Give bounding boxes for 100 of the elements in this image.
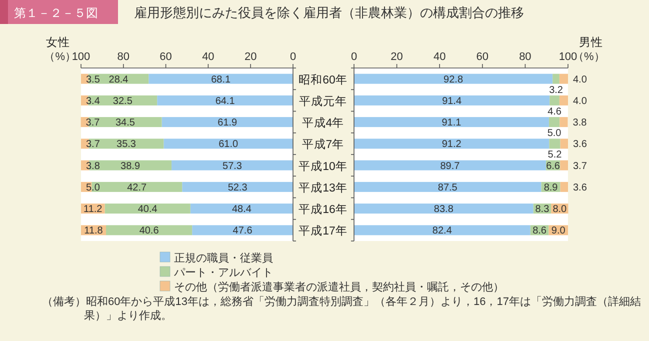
text: 雇用形態別にみた役員を除く雇用者（非農林業）の構成割合の推移 [134, 5, 524, 20]
data-label: 87.5 [438, 182, 458, 194]
bar [560, 138, 568, 149]
x-tick-label: 20 [390, 51, 403, 63]
data-label: 32.5 [112, 96, 133, 107]
x-tick-label: 0 [290, 51, 296, 63]
data-label: 5.2 [548, 150, 562, 161]
data-label: 89.7 [440, 160, 460, 172]
bar [164, 138, 293, 149]
bar [104, 204, 190, 214]
y-tick-label: 平成7年 [302, 138, 344, 152]
data-label: 3.4 [86, 96, 100, 107]
x-tick-label: 80 [117, 51, 130, 63]
bar [550, 95, 560, 106]
data-label: 4.0 [573, 96, 588, 107]
y-axis-title: 女性 [46, 36, 70, 49]
bar [354, 117, 549, 128]
y-tick-label: 平成4年 [302, 116, 344, 130]
data-label: 8.0 [552, 204, 568, 216]
y-tick-label: 昭和60年 [298, 73, 348, 86]
bar [182, 182, 293, 192]
bar [354, 225, 530, 236]
data-label: 61.0 [218, 139, 239, 150]
y-axis-title: 男性 [579, 36, 603, 49]
data-label: 3.5 [86, 74, 100, 86]
data-label: 57.3 [222, 160, 242, 172]
bar [548, 117, 560, 128]
x-tick-label: 20 [244, 51, 257, 63]
data-label: 5.0 [86, 182, 100, 194]
data-label: 3.8 [572, 118, 588, 129]
data-label: 11.2 [84, 204, 103, 216]
bar [354, 74, 553, 84]
y-tick-label: 平成10年 [298, 160, 348, 173]
bar [157, 95, 293, 106]
y-tick-label: 平成16年 [298, 203, 348, 216]
bar [172, 160, 293, 170]
bar [354, 204, 534, 214]
bar [148, 74, 293, 84]
x-tick-label: 0 [350, 51, 358, 63]
bar [560, 160, 568, 170]
data-label: 68.1 [211, 74, 231, 86]
data-label: 91.2 [442, 139, 462, 150]
data-label: 47.6 [232, 226, 253, 237]
bar [549, 138, 560, 149]
data-label: 83.8 [434, 204, 454, 216]
data-label: 4.0 [573, 74, 588, 86]
data-label: 6.6 [546, 160, 560, 172]
bar [81, 74, 88, 84]
data-label: 52.3 [228, 182, 248, 194]
bar [162, 117, 293, 128]
data-label: 4.6 [548, 106, 562, 118]
legend-label: その他（労働者派遣事業者の派遣社員，契約社員・嘱託，その他） [174, 280, 504, 294]
data-label: 8.9 [544, 182, 558, 194]
bar [560, 117, 568, 128]
x-tick-label: 60 [160, 51, 172, 63]
data-label: 82.4 [432, 226, 452, 237]
bar [559, 74, 568, 84]
data-label: 3.7 [86, 139, 100, 150]
bar [354, 160, 546, 170]
bar [354, 95, 550, 106]
data-label: 8.3 [535, 204, 550, 216]
x-tick-label: 100 [558, 51, 578, 63]
data-label: 64.1 [215, 96, 236, 107]
bar [560, 182, 568, 192]
legend-label: パート・アルバイト [173, 267, 273, 279]
data-label: 5.0 [547, 128, 562, 140]
bar [190, 204, 293, 214]
text: 第１－２－５図 [14, 6, 98, 20]
x-tick-label: 60 [476, 51, 489, 63]
x-tick-label: 40 [202, 51, 214, 63]
data-label: 8.6 [532, 226, 547, 237]
bar [106, 225, 192, 236]
y-tick-label: 平成13年 [298, 181, 348, 194]
bar [559, 95, 568, 106]
data-label: 40.4 [138, 204, 158, 216]
data-label: 3.6 [573, 139, 588, 150]
y-tick-label: 平成17年 [298, 224, 348, 238]
data-label: 34.5 [115, 118, 136, 129]
data-label: 3.6 [573, 182, 588, 194]
bar [552, 74, 560, 84]
x-tick-label: 40 [433, 51, 446, 63]
data-label: 3.7 [573, 160, 588, 172]
legend-label: 正規の職員・従業員 [174, 252, 273, 264]
data-label: 3.7 [86, 118, 100, 129]
data-label: 11.8 [84, 226, 104, 237]
data-label: 38.9 [120, 160, 140, 172]
bar [192, 225, 293, 236]
data-label: 3.2 [549, 84, 564, 96]
data-label: 28.4 [108, 74, 129, 86]
data-label: 91.4 [442, 96, 462, 107]
y-tick-label: 平成元年 [299, 94, 347, 108]
data-label: 91.1 [442, 118, 462, 129]
data-label: 48.4 [232, 204, 252, 216]
bar [354, 182, 542, 192]
data-label: 42.7 [127, 182, 148, 194]
data-label: 92.8 [444, 74, 464, 86]
data-label: 9.0 [551, 226, 566, 237]
data-label: 3.8 [86, 160, 100, 172]
data-label: 40.6 [139, 226, 160, 237]
text: （備考）昭和60年から平成13年は，総務省「労働力調査特別調査」（各年２月）より，16，17年は「労働力調査（詳細結果）」より作成。 [42, 295, 642, 323]
